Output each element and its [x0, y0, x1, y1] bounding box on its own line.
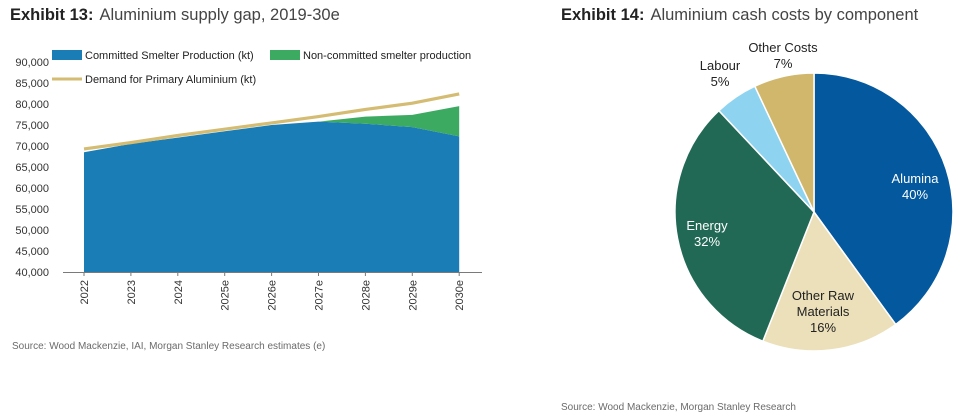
y-tick-label: 60,000 — [15, 183, 49, 195]
x-tick-label: 2030e — [454, 280, 466, 311]
pie-value-energy: 32% — [694, 234, 720, 249]
legend-item: Committed Smelter Production (kt) — [52, 50, 254, 62]
exhibit13-heading: Exhibit 13: Aluminium supply gap, 2019-30… — [10, 6, 340, 25]
pie-value-labour: 5% — [711, 74, 730, 89]
y-tick-label: 85,000 — [15, 78, 49, 90]
x-tick-label: 2027e — [314, 280, 326, 311]
pie-slice-other-costs — [753, 72, 815, 213]
legend-swatch — [270, 50, 300, 60]
x-tick-label: 2025e — [220, 280, 232, 311]
y-tick-label: 75,000 — [15, 120, 49, 132]
legend-label: Non-committed smelter production — [303, 50, 471, 62]
y-tick-label: 80,000 — [15, 99, 49, 111]
legend-label: Committed Smelter Production (kt) — [85, 50, 254, 62]
y-tick-label: 50,000 — [15, 225, 49, 237]
non-committed-production-area — [84, 106, 460, 153]
x-tick-label: 2028e — [360, 280, 372, 311]
pie-label-energy: Energy — [686, 218, 728, 233]
pie-label-alumina: Alumina — [892, 171, 940, 186]
pie-slice-alumina — [813, 72, 954, 326]
y-tick-label: 45,000 — [15, 246, 49, 258]
y-tick-label: 70,000 — [15, 141, 49, 153]
x-tick-label: 2022 — [79, 280, 91, 304]
demand-line — [83, 92, 460, 151]
exhibit14-number: Exhibit 14: — [561, 6, 645, 24]
legend-swatch — [52, 50, 82, 60]
pie-value-other-raw-materials: 16% — [810, 320, 836, 335]
pie-label-other-raw-materials: Other Raw — [792, 288, 855, 303]
x-tick-label: 2029e — [407, 280, 419, 311]
pie-label-labour: Labour — [700, 58, 741, 73]
pie-label-other-raw-materials: Materials — [797, 304, 850, 319]
pie-label-other-costs: Other Costs — [748, 40, 818, 55]
x-tick-label: 2026e — [267, 280, 279, 311]
committed-production-area — [84, 121, 460, 272]
pie-slice-other-raw-materials — [761, 210, 897, 352]
supply-gap-chart: 40,000 45,000 50,000 55,000 60,000 65,000 70,0… — [15, 50, 482, 311]
exhibit13-source: Source: Wood Mackenzie, IAI, Morgan Stan… — [12, 341, 326, 352]
exhibit14-title: Aluminium cash costs by component — [650, 6, 919, 24]
exhibit13-title: Aluminium supply gap, 2019-30e — [99, 6, 340, 24]
pie-value-other-costs: 7% — [774, 56, 793, 71]
x-tick-label: 2024 — [173, 280, 185, 304]
exhibit14-source: Source: Wood Mackenzie, Morgan Stanley R… — [561, 402, 796, 413]
y-tick-label: 65,000 — [15, 162, 49, 174]
pie-value-alumina: 40% — [902, 187, 928, 202]
exhibit14-heading: Exhibit 14: Aluminium cash costs by compo… — [561, 6, 918, 25]
y-tick-label: 40,000 — [15, 267, 49, 279]
legend-item: Non-committed smelter production — [270, 50, 471, 62]
exhibit13-number: Exhibit 13: — [10, 6, 94, 24]
x-tick-label: 2023 — [126, 280, 138, 304]
legend-item: Demand for Primary Aluminium (kt) — [52, 74, 256, 86]
y-tick-label: 90,000 — [15, 57, 49, 69]
y-tick-label: 55,000 — [15, 204, 49, 216]
legend-label: Demand for Primary Aluminium (kt) — [85, 74, 256, 86]
pie-slice-energy — [674, 109, 815, 343]
